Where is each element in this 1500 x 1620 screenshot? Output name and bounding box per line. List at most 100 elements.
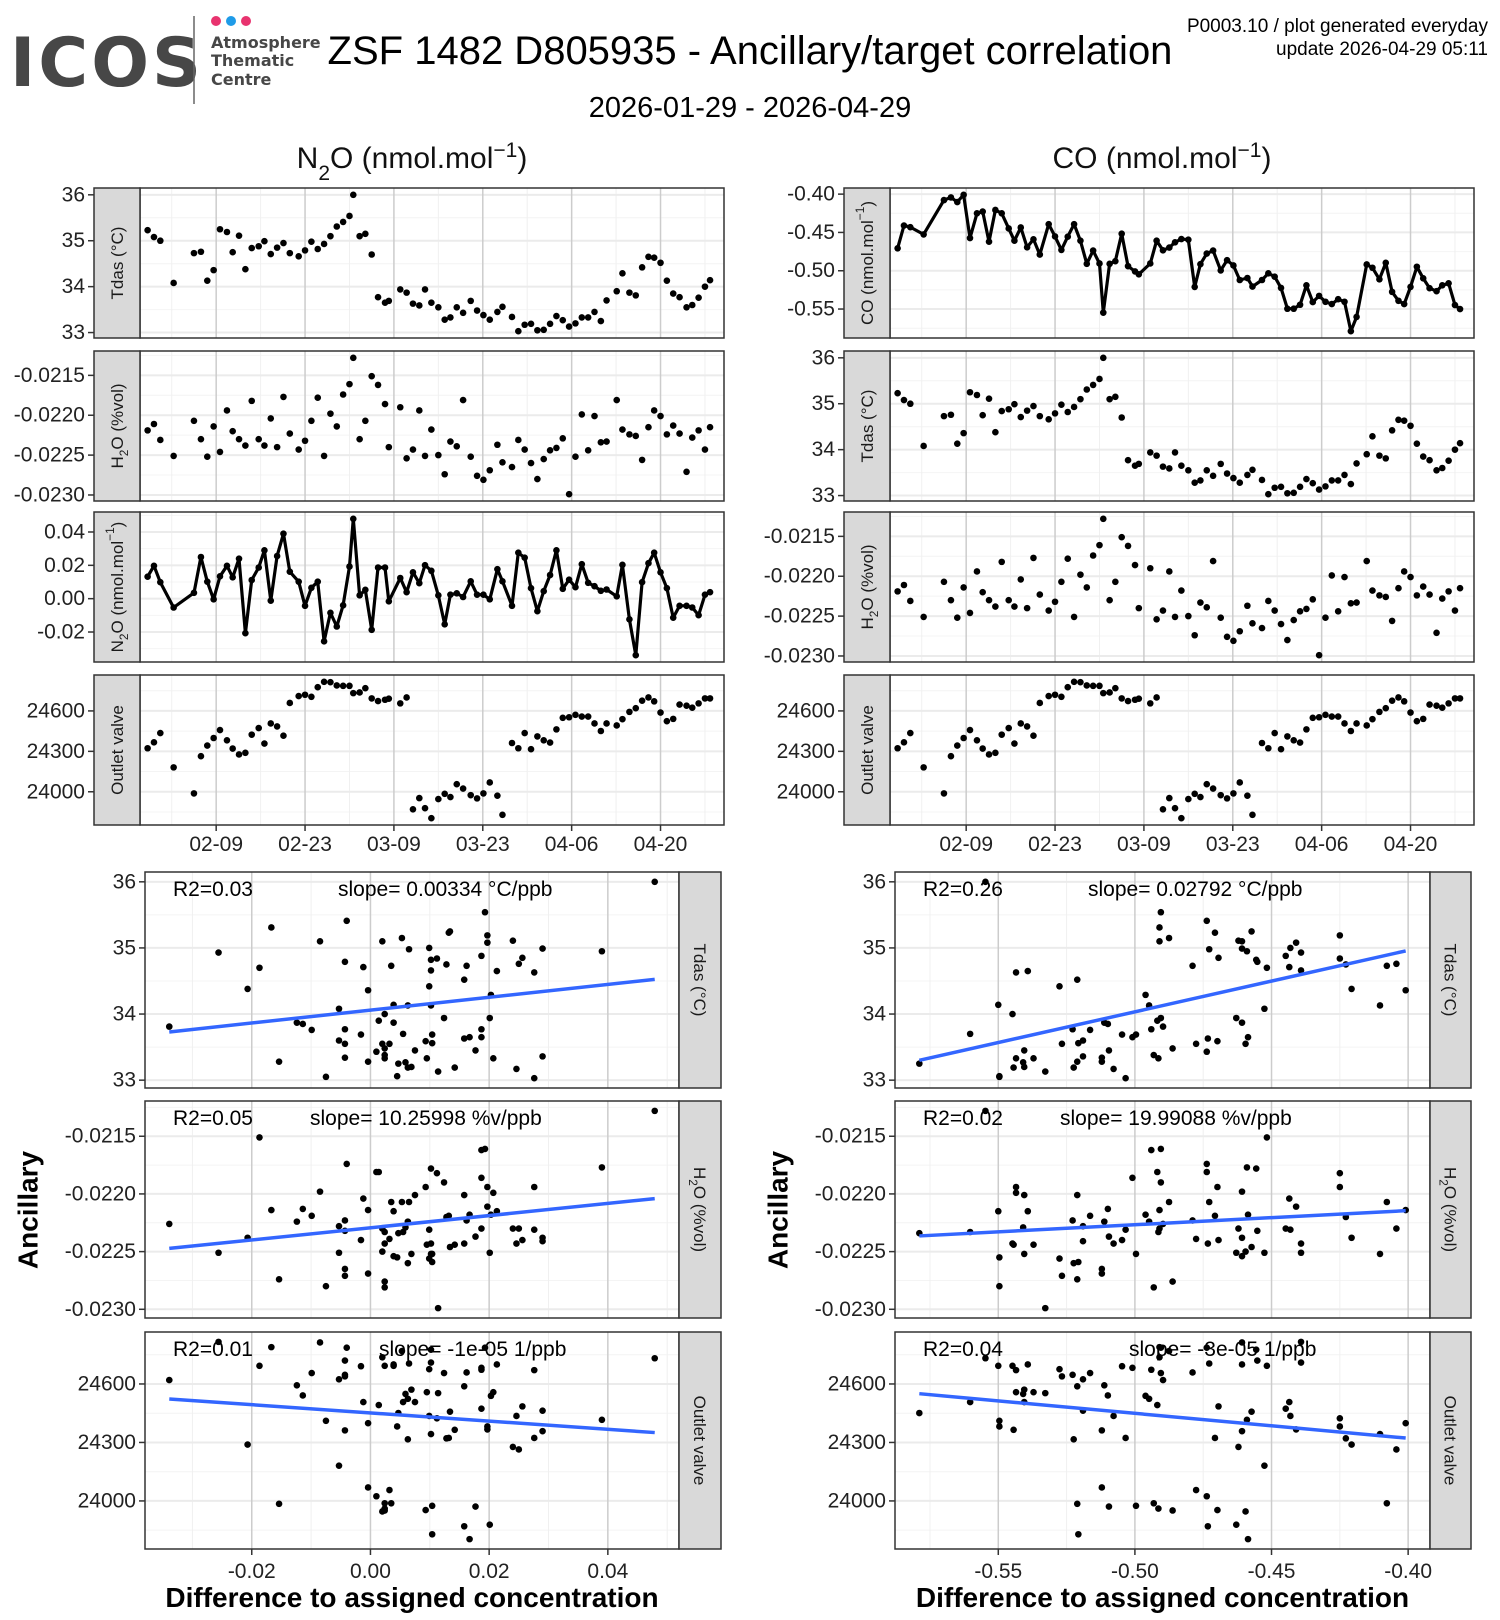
label-part: O (%vol) (1441, 1186, 1460, 1252)
data-point (1296, 739, 1304, 746)
data-point (374, 697, 382, 705)
slope-label: slope= 19.99088 %v/ppb (1060, 1107, 1292, 1130)
data-point (203, 578, 211, 585)
data-point (960, 734, 967, 742)
data-point (314, 578, 322, 585)
facet-strip (93, 511, 141, 663)
data-point (223, 228, 231, 236)
y-tick-label: 24600 (777, 699, 835, 722)
data-point (255, 435, 263, 443)
data-point (1058, 1272, 1066, 1280)
data-point (985, 395, 993, 402)
data-point (393, 1072, 401, 1080)
scatter-panel-outlet: Outlet valve 24000 24300 24600 R2=0.04 slope=… (828, 1331, 1472, 1583)
data-point (1005, 225, 1013, 232)
data-point (1244, 1033, 1252, 1041)
facet-strip-label: Tdas (°C) (1441, 944, 1460, 1017)
data-point (267, 597, 275, 604)
data-point (368, 372, 375, 380)
data-point (1017, 720, 1025, 727)
data-point (499, 303, 506, 311)
label-part: 2 (1437, 1179, 1451, 1186)
data-point (509, 1443, 517, 1451)
y-tick-label: 24000 (777, 780, 835, 803)
data-point (1191, 479, 1198, 487)
data-point (398, 934, 406, 942)
label-part: ) (517, 142, 527, 175)
data-point (1070, 613, 1078, 621)
data-point (346, 380, 353, 388)
data-point (1369, 715, 1376, 723)
data-point (1131, 561, 1139, 569)
data-point (1271, 273, 1278, 281)
data-point (157, 578, 164, 586)
data-point (1400, 568, 1408, 575)
y-tick-label: 24600 (27, 699, 85, 722)
data-point (499, 458, 506, 466)
data-point (235, 232, 243, 239)
data-point (280, 530, 287, 537)
y-tick-label: -0.45 (787, 221, 835, 244)
data-point (1347, 327, 1355, 335)
data-point (381, 1051, 389, 1059)
data-point (1238, 1252, 1246, 1260)
data-point (1309, 714, 1317, 722)
data-point (368, 626, 375, 634)
data-point (494, 792, 501, 799)
data-point (572, 320, 579, 327)
data-point (1248, 1243, 1255, 1251)
data-point (425, 1226, 433, 1233)
data-point (1185, 612, 1192, 620)
logo-subtext-line: Centre (211, 70, 272, 89)
data-point (333, 423, 341, 430)
data-point (539, 1053, 546, 1060)
data-point (966, 388, 974, 396)
data-point (170, 604, 177, 611)
data-point (375, 1168, 383, 1176)
data-point (1153, 237, 1160, 245)
data-point (1214, 1506, 1221, 1514)
data-point (1309, 596, 1317, 603)
data-point (508, 313, 516, 321)
data-point (900, 396, 908, 404)
data-point (1020, 1250, 1028, 1258)
data-point (1376, 452, 1383, 459)
data-point (534, 733, 541, 740)
data-point (1012, 1189, 1020, 1197)
data-point (1217, 267, 1225, 274)
data-point (1185, 236, 1192, 244)
data-point (1309, 479, 1317, 487)
data-point (1238, 1427, 1246, 1435)
data-point (1096, 682, 1103, 690)
data-point (447, 793, 454, 801)
data-point (515, 436, 522, 444)
data-point (920, 613, 927, 621)
data-point (1230, 262, 1237, 269)
data-point (1024, 967, 1032, 975)
data-point (1277, 745, 1285, 753)
data-point (1011, 400, 1018, 408)
y-tick-label: 34 (812, 438, 836, 461)
data-point (408, 1250, 415, 1258)
data-point (411, 1191, 419, 1199)
data-point (425, 1255, 433, 1262)
data-point (1041, 1304, 1049, 1312)
data-point (985, 596, 993, 604)
data-point (1017, 576, 1025, 583)
data-point (1261, 1462, 1268, 1469)
data-point (210, 423, 217, 430)
data-point (203, 453, 211, 461)
data-point (390, 1362, 397, 1370)
data-point (515, 327, 522, 335)
data-point (144, 744, 151, 752)
data-point (1315, 486, 1323, 493)
data-point (973, 209, 981, 217)
data-point (657, 709, 664, 716)
data-point (907, 223, 914, 231)
data-point (335, 1249, 343, 1257)
data-point (261, 547, 268, 554)
icos-logo-text: ICOS (10, 24, 204, 103)
data-point (1132, 1502, 1140, 1510)
data-point (650, 698, 658, 705)
data-point (521, 321, 528, 329)
